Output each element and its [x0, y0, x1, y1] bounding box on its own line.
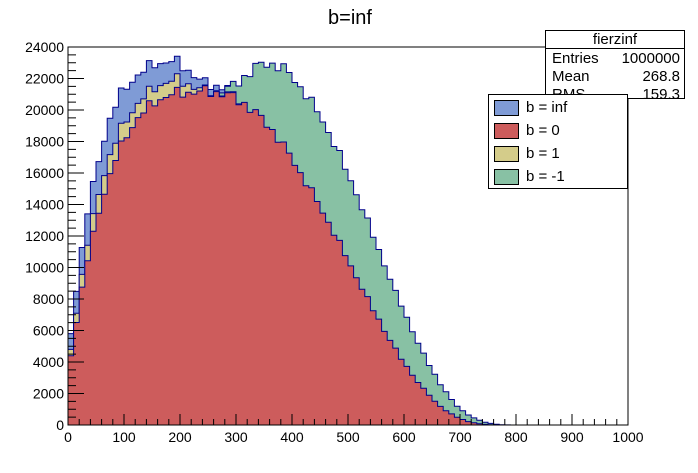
x-tick-label: 100: [112, 429, 136, 445]
x-tick-label: 700: [448, 429, 472, 445]
legend-label: b = 0: [526, 122, 560, 139]
plot-area: [67, 55, 511, 426]
legend-swatch: [494, 145, 519, 162]
x-tick-label: 500: [336, 429, 360, 445]
y-tick-label: 20000: [25, 102, 64, 118]
stats-label: Entries: [552, 50, 599, 67]
y-tick-label: 8000: [33, 291, 64, 307]
y-tick-label: 22000: [25, 71, 64, 87]
stats-row-mean: Mean 268.8: [546, 67, 684, 85]
legend-item: b = 1: [489, 142, 627, 165]
stats-title: fierzinf: [546, 31, 684, 49]
y-tick-label: 4000: [33, 354, 64, 370]
legend-label: b = -1: [526, 168, 565, 185]
y-tick-label: 16000: [25, 165, 64, 181]
stats-value: 268.8: [642, 68, 680, 85]
x-tick-label: 400: [280, 429, 304, 445]
x-tick-label: 200: [168, 429, 192, 445]
stats-label: Mean: [552, 68, 590, 85]
axes: 0 100 200 300 400 500 600 700 800 900 100002000400…: [25, 39, 644, 445]
x-tick-label: 1000: [612, 429, 643, 445]
y-tick-label: 0: [56, 417, 64, 433]
legend-label: b = inf: [526, 99, 568, 116]
stats-box: fierzinf Entries 1000000 Mean 268.8 RMS …: [545, 30, 685, 99]
y-tick-label: 12000: [25, 228, 64, 244]
histogram-series-b-0: [67, 85, 500, 426]
stats-value: 1000000: [621, 50, 680, 67]
stats-row-entries: Entries 1000000: [546, 49, 684, 67]
legend-item: b = 0: [489, 119, 627, 142]
legend-item: b = -1: [489, 165, 627, 188]
y-tick-label: 6000: [33, 323, 64, 339]
y-tick-label: 18000: [25, 134, 64, 150]
x-tick-label: 800: [504, 429, 528, 445]
legend-swatch: [494, 168, 519, 185]
legend-swatch: [494, 99, 519, 116]
x-tick-label: 900: [560, 429, 584, 445]
y-tick-label: 10000: [25, 260, 64, 276]
y-tick-label: 2000: [33, 386, 64, 402]
y-tick-label: 24000: [25, 39, 64, 55]
x-tick-label: 600: [392, 429, 416, 445]
legend-item: b = inf: [489, 96, 627, 119]
legend-swatch: [494, 122, 519, 139]
x-tick-label: 300: [224, 429, 248, 445]
legend-label: b = 1: [526, 145, 560, 162]
stats-value: 159.3: [642, 86, 680, 99]
y-tick-label: 14000: [25, 197, 64, 213]
chart-title: b=inf: [328, 7, 372, 29]
legend: b = inf b = 0 b = 1 b = -1: [488, 94, 628, 189]
x-tick-label: 0: [64, 429, 72, 445]
